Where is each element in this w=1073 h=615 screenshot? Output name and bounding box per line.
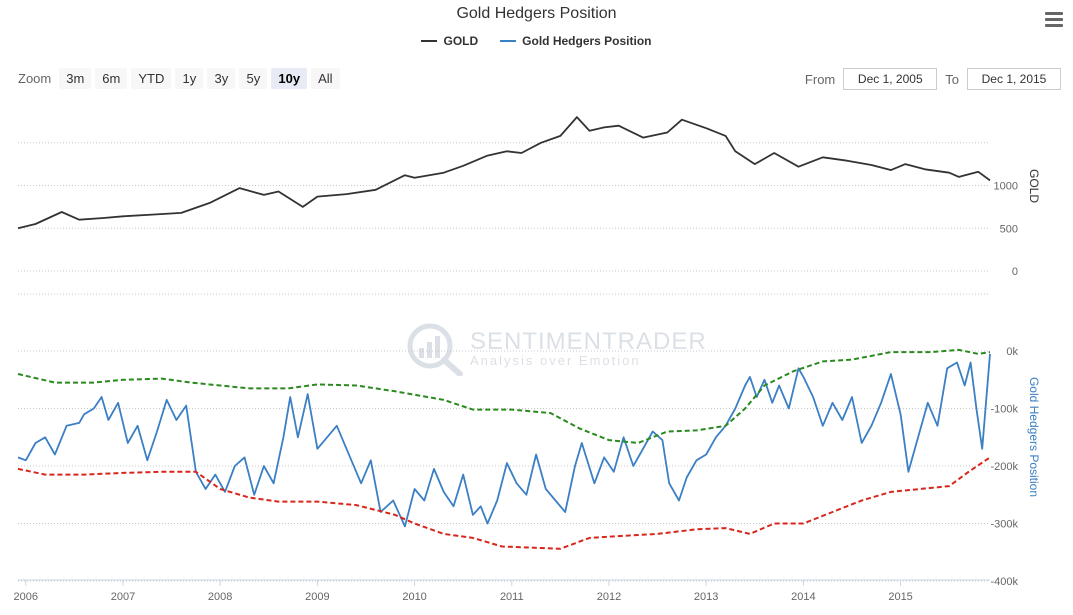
zoom-label: Zoom (18, 71, 52, 86)
zoom-button-all[interactable]: All (311, 68, 340, 89)
x-tick-label-2009: 2009 (305, 591, 329, 603)
y-tick-label-hedgers-position-4: -400k (990, 576, 1018, 588)
zoom-button-6m[interactable]: 6m (95, 68, 128, 89)
to-label: To (945, 71, 959, 87)
x-tick-label-2010: 2010 (402, 591, 426, 603)
zoom-button-10y[interactable]: 10y (271, 68, 308, 89)
series-line-gold-hedgers-position (17, 353, 991, 528)
to-date-input[interactable]: Dec 1, 2015 (967, 68, 1061, 90)
y-tick-label-hedgers-position-2: -200k (990, 461, 1018, 473)
watermark-tagline: Analysis over Emotion (470, 353, 641, 368)
from-label: From (804, 71, 836, 87)
legend-swatch-gold (421, 40, 438, 42)
series-line-upper-band (17, 348, 991, 444)
x-tick-label-2013: 2013 (694, 591, 718, 603)
y-tick-label-gold-price-0: 0 (1012, 266, 1018, 278)
legend-label-hedgers: Gold Hedgers Position (522, 34, 652, 48)
x-tick-label-2011: 2011 (500, 591, 524, 603)
zoom-button-3y[interactable]: 3y (207, 68, 236, 89)
y-tick-label-hedgers-position-0: 0k (1006, 346, 1018, 358)
y-tick-label-hedgers-position-3: -300k (990, 519, 1018, 531)
legend-item-hedgers[interactable]: Gold Hedgers Position (500, 34, 652, 48)
x-tick-label-2006: 2006 (14, 591, 38, 603)
y-tick-label-gold-price-1: 500 (1000, 223, 1018, 235)
series-line-lower-band (17, 456, 991, 550)
zoom-button-5y[interactable]: 5y (239, 68, 268, 89)
x-tick-label-2015: 2015 (888, 591, 912, 603)
zoom-button-ytd[interactable]: YTD (131, 68, 172, 89)
x-tick-label-2014: 2014 (791, 591, 815, 603)
zoom-button-3m[interactable]: 3m (59, 68, 92, 89)
zoom-button-1y[interactable]: 1y (175, 68, 204, 89)
zoom-selector: Zoom 3m 6m YTD 1y 3y 5y 10y All (18, 68, 340, 89)
series-line-gold (17, 116, 991, 230)
x-tick-label-2008: 2008 (208, 591, 232, 603)
legend-label-gold: GOLD (443, 34, 479, 48)
y-tick-label-gold-price-2: 1000 (994, 181, 1018, 193)
x-tick-label-2012: 2012 (597, 591, 621, 603)
date-range: From Dec 1, 2005 To Dec 1, 2015 (805, 68, 1061, 90)
hamburger-menu-icon[interactable] (1045, 12, 1063, 28)
legend-swatch-hedgers (500, 40, 517, 42)
chart-title: Gold Hedgers Position (456, 5, 617, 22)
y-tick-label-hedgers-position-1: -100k (990, 404, 1018, 416)
magnifier-chart-icon (407, 323, 463, 376)
from-date-input[interactable]: Dec 1, 2005 (843, 68, 938, 90)
legend-item-gold[interactable]: GOLD (421, 34, 478, 48)
legend: GOLD Gold Hedgers Position (0, 34, 1073, 48)
y-axis-title-gold-price: GOLD (1027, 169, 1041, 203)
x-tick-label-2007: 2007 (111, 591, 135, 603)
y-axis-title-hedgers-position: Gold Hedgers Position (1027, 377, 1041, 497)
